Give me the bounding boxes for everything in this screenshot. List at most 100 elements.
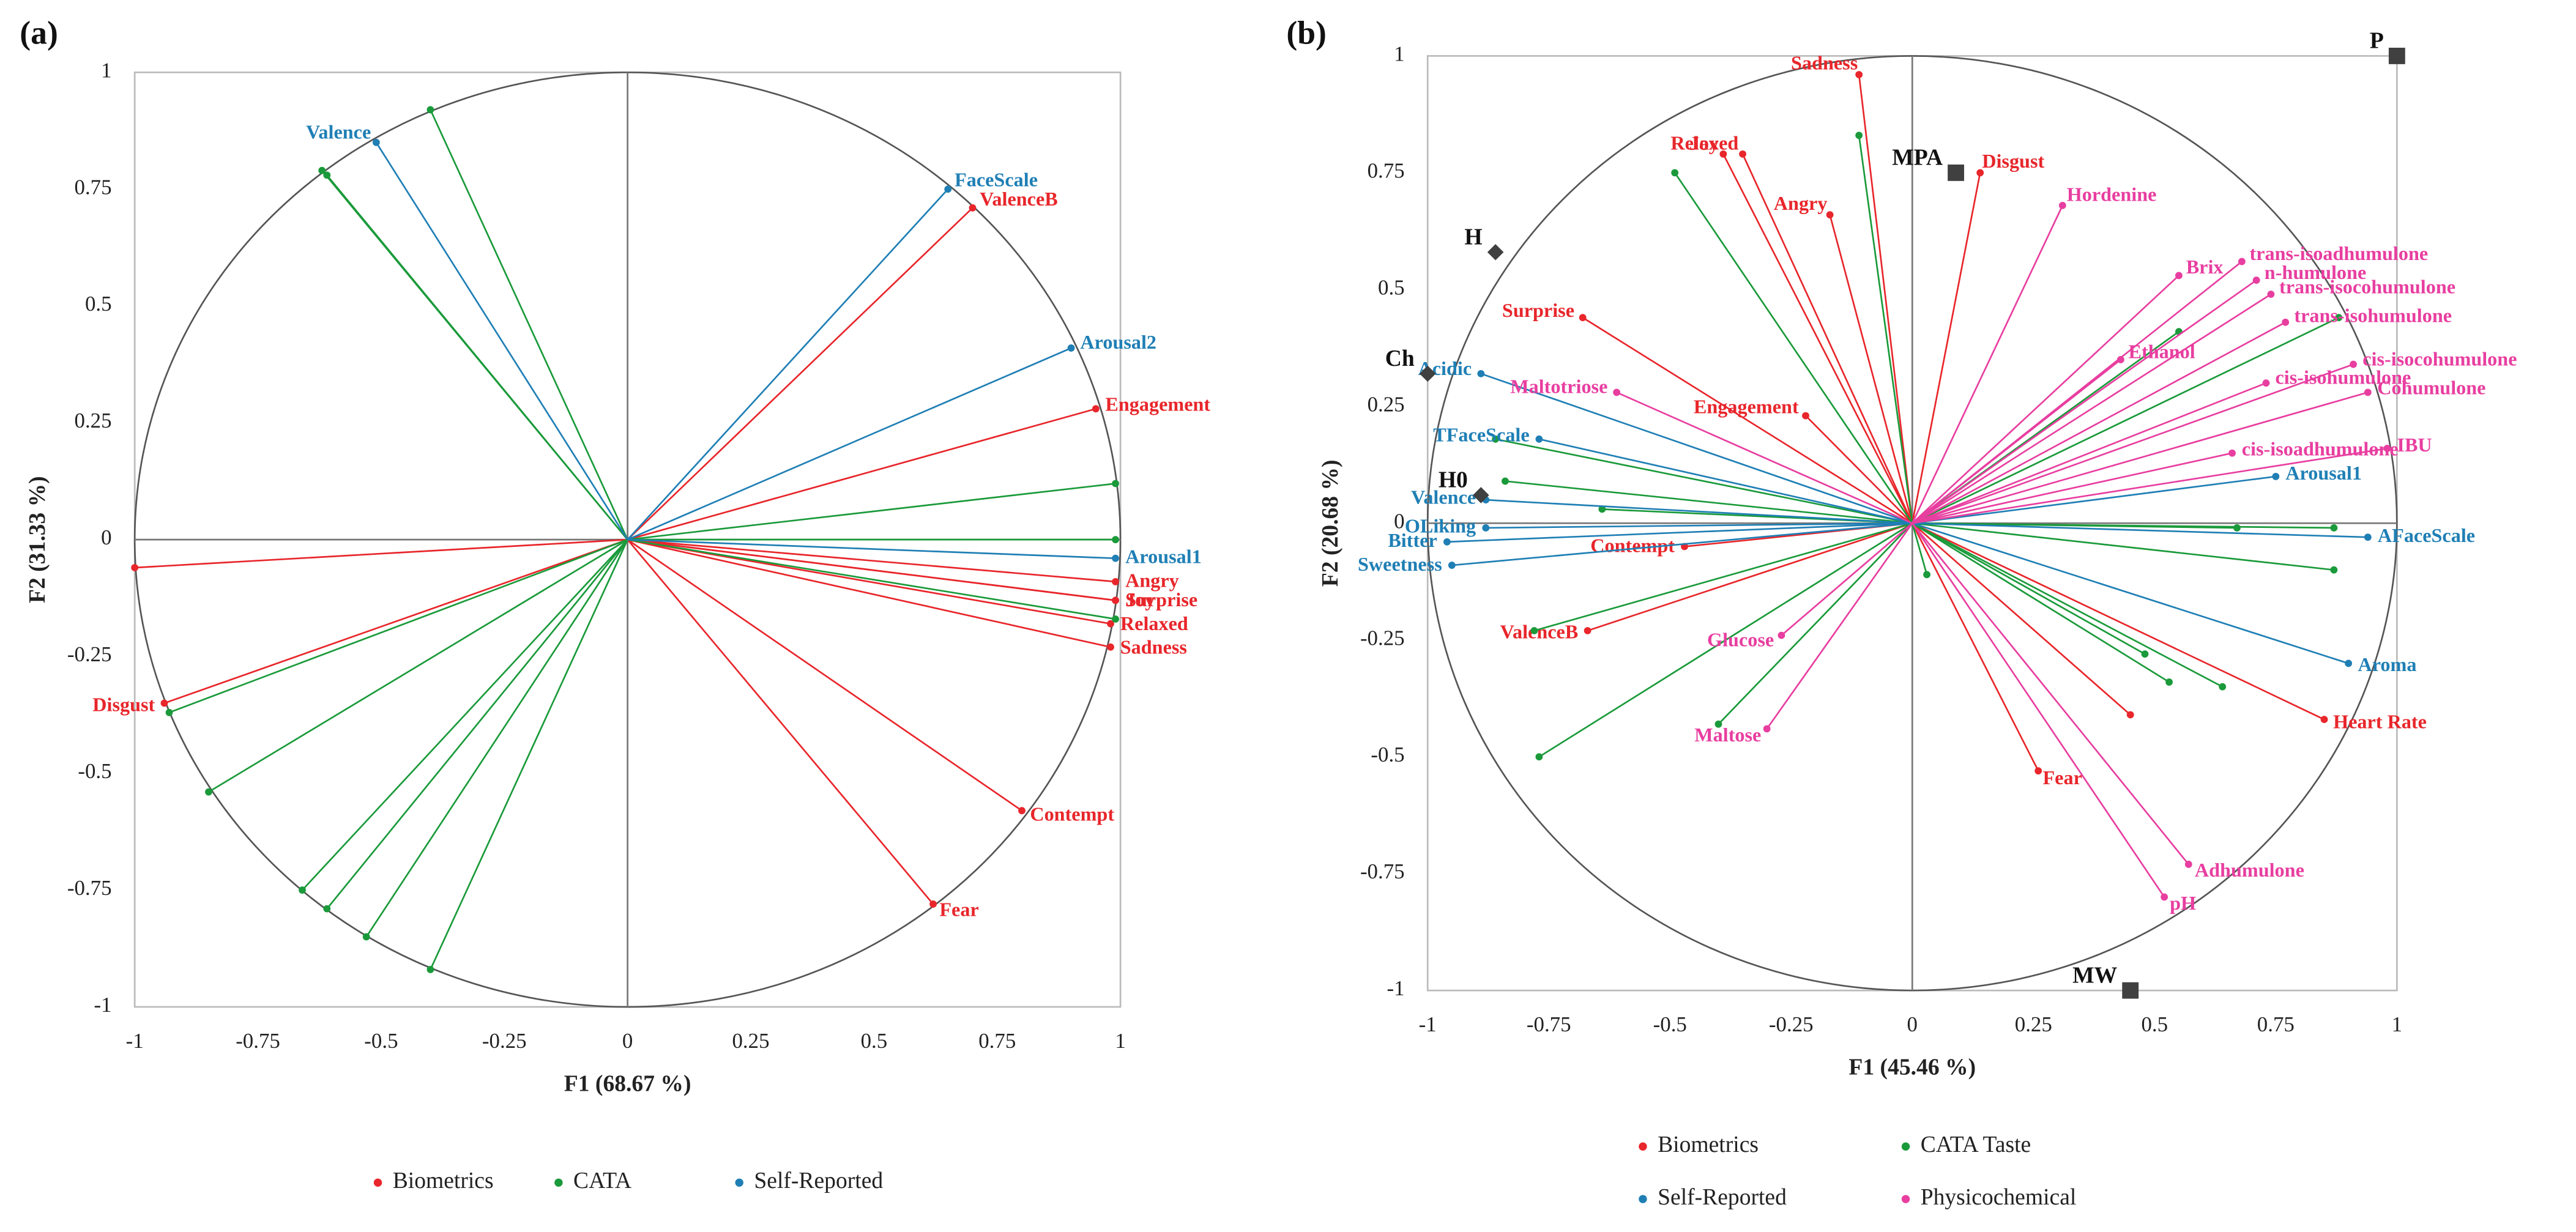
loading-vector [1858, 135, 1913, 524]
y-tick-label: 0 [101, 525, 111, 549]
loading-vector [627, 538, 1116, 583]
loading-vector [1741, 154, 1913, 524]
variable-label: ValenceB [1500, 620, 1579, 642]
x-tick-label: 0 [1907, 1012, 1918, 1036]
loading-vector [1912, 275, 2180, 524]
x-tick-label: 1 [2392, 1012, 2402, 1036]
loading-point [1763, 725, 1771, 733]
y-tick-label: 1 [101, 58, 111, 82]
loading-vector [1858, 74, 1913, 524]
observation-label: P [2370, 29, 2384, 54]
variable-label: Sweetness [1358, 553, 1442, 575]
loading-point [1826, 211, 1834, 219]
legend-label: Biometrics [1658, 1132, 1759, 1157]
loading-point [1107, 620, 1114, 628]
loading-point [2228, 449, 2236, 457]
loading-point [1107, 643, 1114, 651]
variable-label: AFaceScale [2378, 524, 2475, 546]
loading-point [1112, 615, 1119, 623]
loading-point [2238, 258, 2246, 265]
variable-label: Surprise [1502, 299, 1574, 321]
variable-label: OLiking [1405, 515, 1476, 537]
y-tick-label: -0.75 [67, 876, 112, 900]
loading-point [165, 708, 173, 716]
loading-vector [1912, 358, 2121, 524]
x-tick-label: 0.25 [732, 1029, 769, 1053]
variable-label: Surprise [1125, 588, 1197, 610]
x-tick-label: 0.25 [2015, 1012, 2052, 1036]
x-tick-label: 0.75 [978, 1029, 1016, 1053]
legend-marker [735, 1178, 743, 1187]
loading-point [929, 900, 937, 908]
loading-vector [365, 539, 628, 938]
loading-vector [627, 538, 1116, 560]
loading-point [1976, 169, 1984, 177]
loading-vector [1480, 373, 1913, 524]
loading-point [1492, 435, 1500, 443]
x-tick-label: -1 [126, 1029, 144, 1053]
loading-point [944, 185, 952, 193]
loading-point [299, 886, 306, 894]
loading-vector [1912, 522, 2189, 865]
variable-label: Engagement [1694, 396, 1799, 418]
variable-label: Adhumulone [2195, 859, 2304, 881]
loading-point [2272, 473, 2280, 480]
variable-label: cis-isocohumulone [2362, 348, 2517, 370]
x-tick-label: -0.25 [1769, 1012, 1814, 1036]
loading-point [1502, 477, 1509, 485]
loading-point [2141, 650, 2149, 658]
observation-label: H0 [1439, 468, 1468, 493]
loading-point [2267, 291, 2275, 298]
loading-point [1598, 505, 1606, 513]
loading-vector [1912, 391, 2369, 524]
variable-label: Brix [2186, 256, 2224, 278]
variable-label: Heart Rate [2333, 710, 2427, 732]
y-tick-label: -0.25 [1360, 626, 1405, 650]
loading-point [1112, 554, 1119, 562]
loading-vector [627, 347, 1072, 541]
loading-vector [627, 188, 949, 541]
variable-label: Joy [1689, 132, 1719, 154]
variable-label: n-humulone [2265, 261, 2366, 283]
loading-point [2320, 716, 2328, 724]
loading-point [131, 564, 139, 571]
legend-marker [1639, 1195, 1647, 1203]
loading-point [2282, 318, 2290, 326]
observation-point [1948, 164, 1964, 181]
loading-point [1778, 631, 1785, 639]
observation-label: MW [2072, 963, 2117, 988]
loading-vector [326, 174, 628, 541]
y-tick-label: -1 [94, 993, 111, 1017]
loading-point [1018, 807, 1026, 815]
loading-vector [430, 109, 628, 540]
loading-point [323, 905, 331, 913]
loading-point [2034, 767, 2042, 775]
loading-vector [1781, 522, 1913, 636]
loading-point [1443, 538, 1451, 546]
loading-vector [1805, 415, 1913, 524]
loading-vector [1911, 522, 1928, 575]
variable-label: Angry [1774, 192, 1828, 214]
loading-point [1448, 562, 1456, 569]
variable-label: trans-isoadhumulone [2249, 242, 2428, 264]
y-tick-label: 0.75 [1368, 158, 1405, 182]
legend-marker [1901, 1195, 1910, 1203]
loading-vector [1539, 438, 1913, 524]
loading-point [2175, 272, 2183, 280]
variable-label: IBU [2397, 434, 2432, 456]
loading-point [2116, 356, 2124, 363]
loading-vector [1674, 172, 1913, 524]
loading-vector [1495, 438, 1913, 524]
loading-point [372, 138, 380, 146]
variable-label: Valence [306, 121, 371, 143]
loading-vector [1446, 522, 1913, 543]
loading-vector [1912, 522, 2165, 898]
loading-point [1112, 596, 1119, 604]
loading-vector [1912, 522, 2237, 529]
loading-vector [1912, 293, 2272, 524]
loading-point [1579, 314, 1587, 322]
x-tick-label: 0 [622, 1029, 633, 1053]
loading-vector [1534, 522, 1913, 632]
variable-label: trans-isohumulone [2294, 305, 2452, 327]
